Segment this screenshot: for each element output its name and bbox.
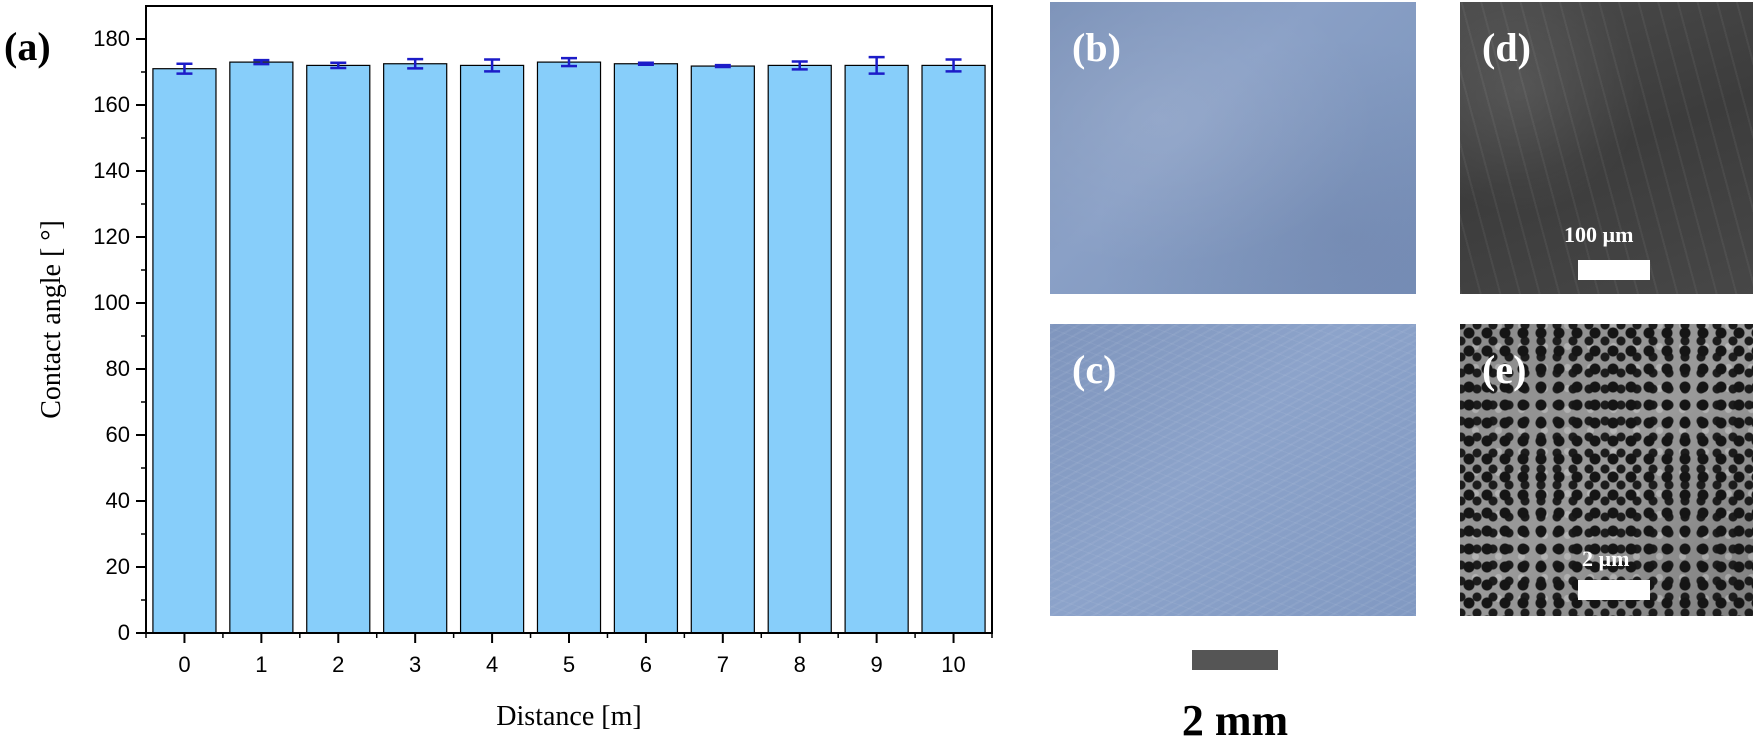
optical-image-b: (b): [1050, 2, 1416, 294]
scale-label-2um: 2 µm: [1582, 546, 1630, 571]
bar: [536, 61, 602, 634]
bar: [844, 64, 909, 634]
bar: [767, 64, 832, 634]
y-tick-label: 0: [118, 620, 130, 645]
y-tick-label: 20: [106, 554, 130, 579]
optical-image-c: (c): [1050, 324, 1416, 616]
x-axis-label: Distance [m]: [496, 701, 641, 732]
y-tick-label: 160: [93, 92, 130, 117]
bar: [152, 68, 217, 634]
scale-bar-100um: [1578, 260, 1650, 280]
bar: [921, 64, 986, 634]
panel-label-c: (c): [1072, 347, 1117, 392]
error-bars: [176, 55, 962, 75]
panel-label-a: (a): [4, 24, 51, 69]
bar: [383, 63, 448, 634]
x-tick-label: 9: [871, 652, 883, 677]
bar: [229, 61, 294, 634]
panel-label-b: (b): [1072, 25, 1121, 70]
panel-label-d: (d): [1482, 25, 1531, 70]
bars: [152, 61, 986, 634]
scale-label-2mm: 2 mm: [1181, 696, 1289, 745]
sem-image-e: (e) 2 µm: [1460, 324, 1753, 616]
x-tick-label: 6: [640, 652, 652, 677]
y-tick-label: 180: [93, 26, 130, 51]
x-tick-label: 1: [255, 652, 267, 677]
y-tick-label: 140: [93, 158, 130, 183]
x-tick-label: 2: [332, 652, 344, 677]
y-tick-label: 60: [106, 422, 130, 447]
bar: [690, 65, 755, 634]
plot-frame: [145, 5, 993, 634]
sem-image-d: (d) 100 µm: [1460, 2, 1753, 294]
scale-label-100um: 100 µm: [1564, 222, 1634, 247]
bar: [613, 63, 679, 634]
y-tick-label: 100: [93, 290, 130, 315]
contact-angle-chart: 0 20 40 60 80 100 120 140 160 180 0 1 2 3 4 5 6 7 8 9 10 (a…: [4, 5, 993, 732]
x-tick-label: 7: [717, 652, 729, 677]
x-tick-label: 5: [563, 652, 575, 677]
y-tick-label: 40: [106, 488, 130, 513]
x-tick-label: 8: [794, 652, 806, 677]
y-tick-label: 80: [106, 356, 130, 381]
y-axis-label: Contact angle [ °]: [36, 220, 67, 419]
y-axis-ticks: 0 20 40 60 80 100 120 140 160 180: [93, 26, 146, 645]
scale-bar-2um: [1578, 580, 1650, 600]
scale-bar-2mm: [1192, 650, 1278, 670]
x-tick-label: 3: [409, 652, 421, 677]
x-tick-label: 0: [178, 652, 190, 677]
panel-label-e: (e): [1482, 347, 1527, 392]
x-axis-ticks: 0 1 2 3 4 5 6 7 8 9 10: [145, 633, 993, 677]
x-tick-label: 4: [486, 652, 498, 677]
bar: [306, 64, 371, 634]
bar: [459, 64, 525, 634]
x-tick-label: 10: [941, 652, 965, 677]
y-tick-label: 120: [93, 224, 130, 249]
